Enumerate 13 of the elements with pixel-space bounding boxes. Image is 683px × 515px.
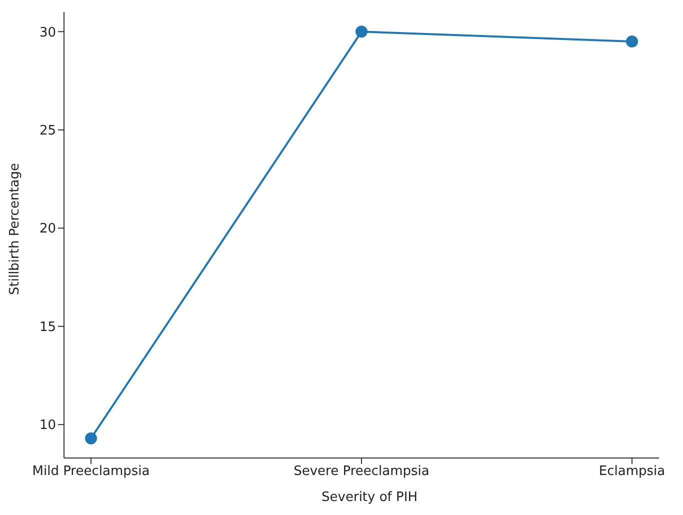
y-tick-label: 25 [39, 124, 56, 138]
y-tick-label: 15 [39, 320, 56, 335]
point [85, 432, 97, 444]
x-tick-label: Eclampsia [598, 464, 666, 480]
y-tick-label: 30 [39, 25, 56, 40]
y-tick-label: 20 [39, 222, 56, 237]
y-axis-title: Stillbirth Percentage [8, 163, 23, 295]
point [356, 26, 368, 38]
point [626, 35, 638, 48]
y-tick-label: 10 [39, 418, 56, 434]
x-tick-label: Mild Preeclampsia [32, 464, 150, 480]
x-tick-label: Severe Preeclampsia [294, 464, 430, 480]
x-axis-title: Severity of PIH [320, 490, 418, 506]
